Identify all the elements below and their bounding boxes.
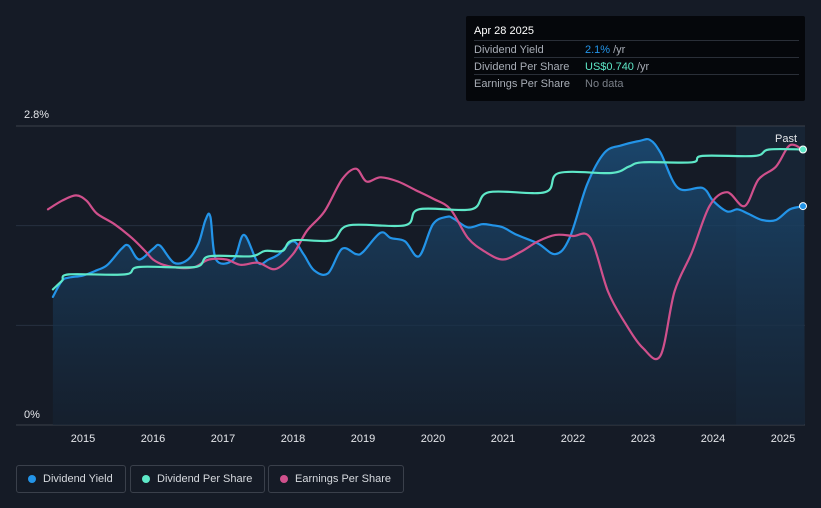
x-tick-label: 2017 — [211, 433, 235, 445]
past-label: Past — [775, 133, 797, 145]
tooltip-label: Dividend Per Share — [474, 61, 570, 73]
tooltip-value: No data — [585, 78, 624, 90]
tooltip-row-earnings-per-share: Earnings Per Share No data — [474, 74, 799, 92]
tooltip-unit: /yr — [636, 61, 650, 73]
legend-dot-icon — [142, 475, 150, 483]
dividend-yield-area — [52, 139, 804, 426]
legend-earnings-per-share-button[interactable]: Earnings Per Share — [268, 465, 404, 493]
x-tick-label: 2015 — [71, 433, 95, 445]
x-tick-label: 2018 — [281, 433, 305, 445]
legend-dividend-yield-button[interactable]: Dividend Yield — [16, 465, 126, 493]
earnings-per-share-line — [46, 143, 806, 361]
end-dots — [799, 145, 807, 211]
x-tick-label: 2022 — [561, 433, 585, 445]
legend-dot-icon — [280, 475, 288, 483]
x-tick-label: 2016 — [141, 433, 165, 445]
tooltip-value-wrap: US$0.740/yr — [585, 61, 649, 73]
x-tick-label: 2019 — [351, 433, 375, 445]
x-tick-label: 2020 — [421, 433, 445, 445]
x-tick-label: 2023 — [631, 433, 655, 445]
tooltip-value: 2.1% — [585, 44, 611, 56]
tooltip-value: US$0.740 — [585, 61, 634, 73]
tooltip-value-wrap: No data — [585, 78, 624, 90]
tooltip-row-dividend-per-share: Dividend Per Share US$0.740/yr — [474, 57, 799, 75]
tooltip-unit: /yr — [613, 44, 626, 56]
legend-dot-icon — [28, 475, 36, 483]
y-axis-bottom-label: 0% — [24, 409, 40, 421]
tooltip-label: Dividend Yield — [474, 44, 544, 56]
legend-dividend-per-share-button[interactable]: Dividend Per Share — [130, 465, 266, 493]
legend-label: Dividend Yield — [43, 473, 113, 485]
tooltip-value-wrap: 2.1%/yr — [585, 44, 625, 56]
legend-label: Earnings Per Share — [295, 473, 391, 485]
x-tick-label: 2021 — [491, 433, 515, 445]
dividend-yield-line — [51, 138, 806, 298]
tooltip-label: Earnings Per Share — [474, 78, 570, 90]
area-layer — [52, 139, 804, 426]
lines-layer — [46, 138, 806, 361]
y-axis-top-label: 2.8% — [24, 109, 49, 121]
tooltip-date: Apr 28 2025 — [474, 25, 534, 37]
tooltip-row-dividend-yield: Dividend Yield 2.1%/yr — [474, 40, 799, 58]
legend-label: Dividend Per Share — [157, 473, 253, 485]
x-axis-ticks: 2015 2016 2017 2018 2019 2020 2021 2022 2023 2024… — [71, 433, 795, 445]
x-tick-label: 2024 — [701, 433, 725, 445]
tooltip-panel: Apr 28 2025 Dividend Yield 2.1%/yr Divid… — [466, 16, 805, 101]
dividend-per-share-line — [51, 147, 806, 291]
dividend-per-share-end-dot — [799, 145, 807, 154]
dividend-yield-end-dot — [799, 202, 807, 211]
x-tick-label: 2025 — [771, 433, 795, 445]
